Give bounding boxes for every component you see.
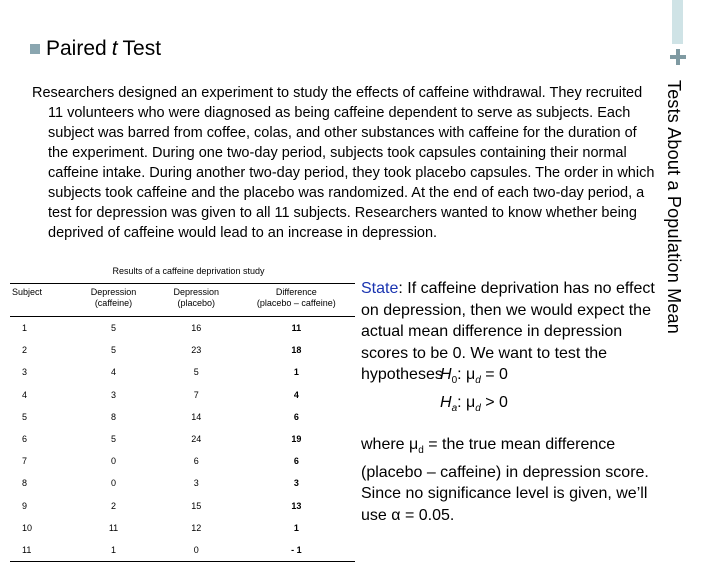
side-section-title: Tests About a Population Mean (664, 80, 684, 334)
cell-caffeine: 0 (110, 456, 116, 467)
cell-subject: 2 (22, 345, 28, 356)
null-hypothesis: H0: μd = 0 (440, 366, 508, 387)
cell-placebo: 15 (191, 500, 202, 511)
table-row: 1 5 16 11 (10, 317, 355, 340)
cell-placebo: 6 (193, 456, 199, 467)
cell-subject: 3 (22, 367, 28, 378)
alternative-hypothesis: Ha: μd > 0 (440, 393, 508, 414)
cell-caffeine: 11 (108, 522, 119, 533)
cell-placebo: 14 (191, 411, 202, 422)
state-text: : If caffeine deprivation has no effect … (361, 280, 655, 383)
results-table-block: Results of a caffeine deprivation study … (10, 266, 355, 562)
cell-subject: 5 (22, 411, 28, 422)
cell-caffeine: 4 (110, 367, 116, 378)
cell-difference: - 1 (291, 544, 302, 555)
cell-difference: 19 (291, 434, 302, 445)
where-paragraph: where μd = the true mean difference (pla… (361, 436, 649, 524)
cell-difference: 1 (293, 522, 299, 533)
cell-placebo: 16 (191, 323, 202, 334)
table-row: 8 0 3 3 (10, 472, 355, 494)
cell-caffeine: 5 (110, 434, 116, 445)
header-difference: Difference (275, 287, 317, 297)
table-row: 2 5 23 18 (10, 339, 355, 361)
cell-subject: 1 (22, 323, 28, 334)
square-bullet-icon (30, 44, 40, 54)
cell-difference: 3 (293, 478, 299, 489)
cell-difference: 4 (293, 389, 299, 400)
cell-difference: 6 (293, 411, 299, 422)
cell-subject: 11 (22, 544, 32, 555)
table-row: 7 0 6 6 (10, 450, 355, 472)
slide-title: Paired t Test (30, 37, 161, 61)
title-t: t (111, 37, 118, 60)
cell-subject: 6 (22, 434, 28, 445)
cell-placebo: 23 (191, 345, 202, 356)
cell-caffeine: 1 (110, 544, 116, 555)
cell-subject: 10 (22, 522, 33, 533)
cell-placebo: 24 (191, 434, 202, 445)
results-table: Subject Depression Depression Difference… (10, 283, 355, 562)
cell-subject: 8 (22, 478, 28, 489)
hypotheses: H0: μd = 0 Ha: μd > 0 (440, 364, 508, 419)
cell-placebo: 5 (193, 367, 199, 378)
cell-caffeine: 0 (110, 478, 116, 489)
subheader-caffeine: (caffeine) (94, 298, 133, 308)
cell-placebo: 7 (193, 389, 199, 400)
cell-placebo: 3 (193, 478, 199, 489)
state-label: State (361, 280, 399, 297)
cell-placebo: 12 (191, 522, 202, 533)
cell-difference: 1 (293, 367, 299, 378)
title-text: Paired (46, 37, 107, 60)
header-subject: Subject (12, 287, 43, 297)
cell-subject: 4 (22, 389, 28, 400)
table-row: 5 8 14 6 (10, 406, 355, 428)
table-row: 11 1 0- 1 (10, 539, 355, 562)
cell-difference: 11 (291, 323, 302, 334)
cell-placebo: 0 (193, 544, 199, 555)
cell-difference: 18 (291, 345, 302, 356)
subheader-subject (10, 298, 72, 317)
cell-caffeine: 8 (110, 411, 116, 422)
cell-difference: 6 (293, 456, 299, 467)
title-test: Test (122, 37, 162, 60)
table-row: 10 11 12 1 (10, 517, 355, 539)
header-depression-placebo: Depression (173, 287, 220, 297)
intro-paragraph: Researchers designed an experiment to st… (32, 85, 655, 241)
cell-caffeine: 3 (110, 389, 116, 400)
table-row: 4 3 7 4 (10, 384, 355, 406)
table-caption: Results of a caffeine deprivation study (112, 266, 265, 276)
cell-difference: 13 (291, 500, 302, 511)
header-depression-caffeine: Depression (90, 287, 137, 297)
state-paragraph: State: If caffeine deprivation has no ef… (361, 278, 661, 386)
top-accent-bar (672, 0, 683, 44)
plus-icon (670, 49, 686, 65)
cell-caffeine: 5 (110, 345, 116, 356)
cell-caffeine: 2 (110, 500, 116, 511)
cell-subject: 7 (22, 456, 28, 467)
cell-caffeine: 5 (110, 323, 116, 334)
subheader-difference: (placebo – caffeine) (256, 298, 336, 308)
cell-subject: 9 (22, 500, 28, 511)
table-row: 6 5 24 19 (10, 428, 355, 450)
subheader-placebo: (placebo) (177, 298, 216, 308)
table-row: 3 4 5 1 (10, 361, 355, 383)
table-row: 9 2 15 13 (10, 495, 355, 517)
